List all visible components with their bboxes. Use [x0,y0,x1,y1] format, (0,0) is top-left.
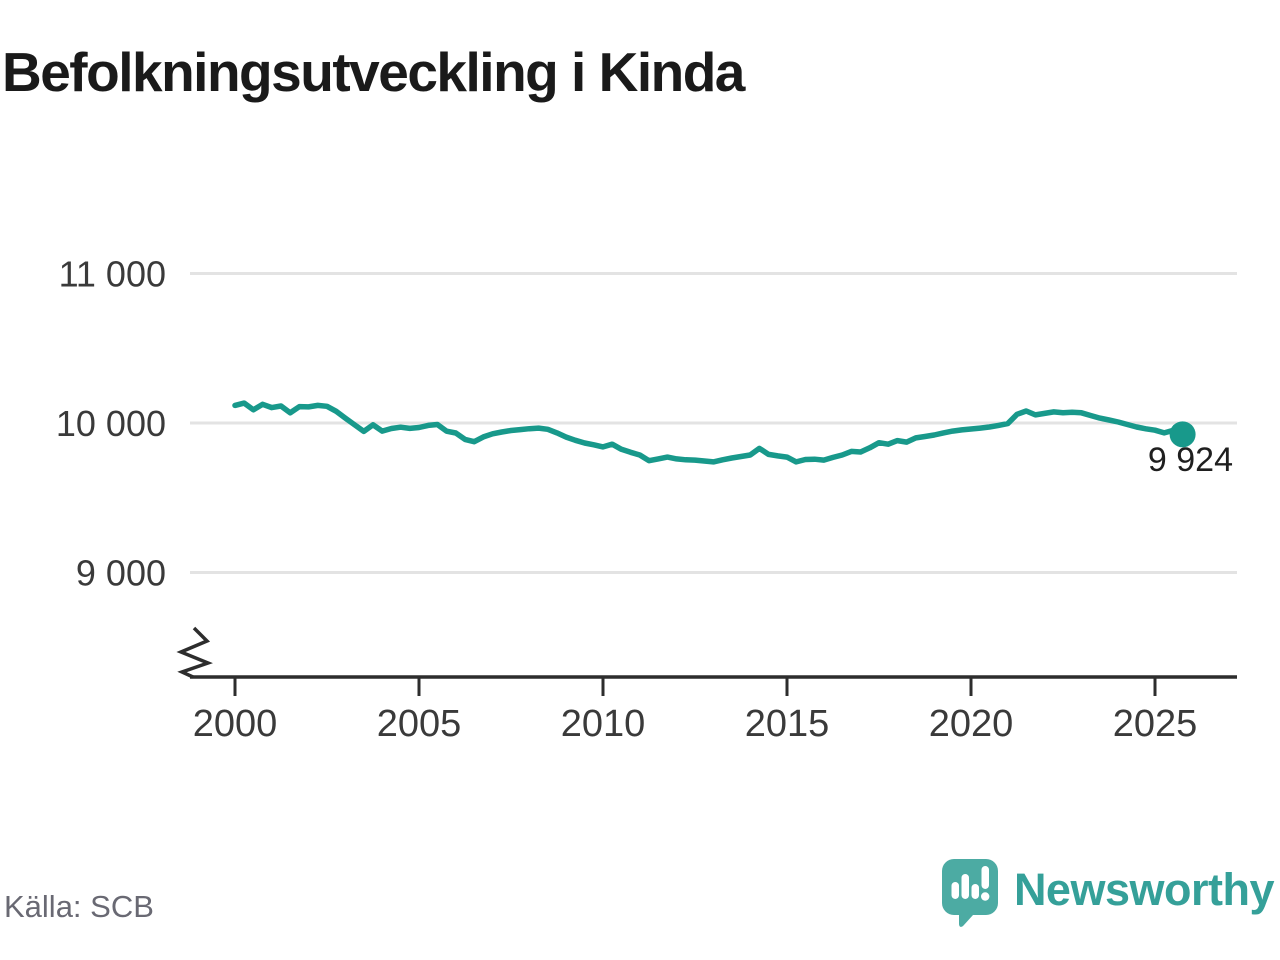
x-tick-label: 2015 [745,703,830,745]
y-tick-label: 11 000 [59,254,166,295]
population-line [232,400,1186,465]
x-tick-label: 2005 [377,703,462,745]
newsworthy-logo-icon [941,859,998,927]
x-tick-label: 2010 [561,703,646,745]
source-label: Källa: SCB [4,889,154,924]
exclamation-bar-icon [981,866,989,889]
bar-icon-1 [951,882,959,899]
speech-bubble-shape [941,859,998,927]
x-tick-label: 2020 [929,703,1014,745]
page-title: Befolkningsutveckling i Kinda [2,41,745,103]
y-tick-label: 9 000 [76,553,166,594]
bar-icon-2 [961,874,969,899]
newsworthy-logo: Newsworthy [941,858,1275,930]
x-tick-label: 2025 [1113,703,1198,745]
last-value-label: 9 924 [1148,441,1233,479]
endpoint-dot [1169,421,1196,448]
exclamation-dot-icon [980,892,990,901]
bar-icon-3 [971,884,979,899]
x-tick-label: 2000 [193,703,278,745]
axis-break-icon [176,626,213,679]
newsworthy-logo-text: Newsworthy [1013,863,1275,915]
population-line-chart: 9 000 10 000 11 000 9 924 2000 2005 2010 2015 20… [56,254,1237,745]
y-tick-label: 10 000 [56,403,166,444]
